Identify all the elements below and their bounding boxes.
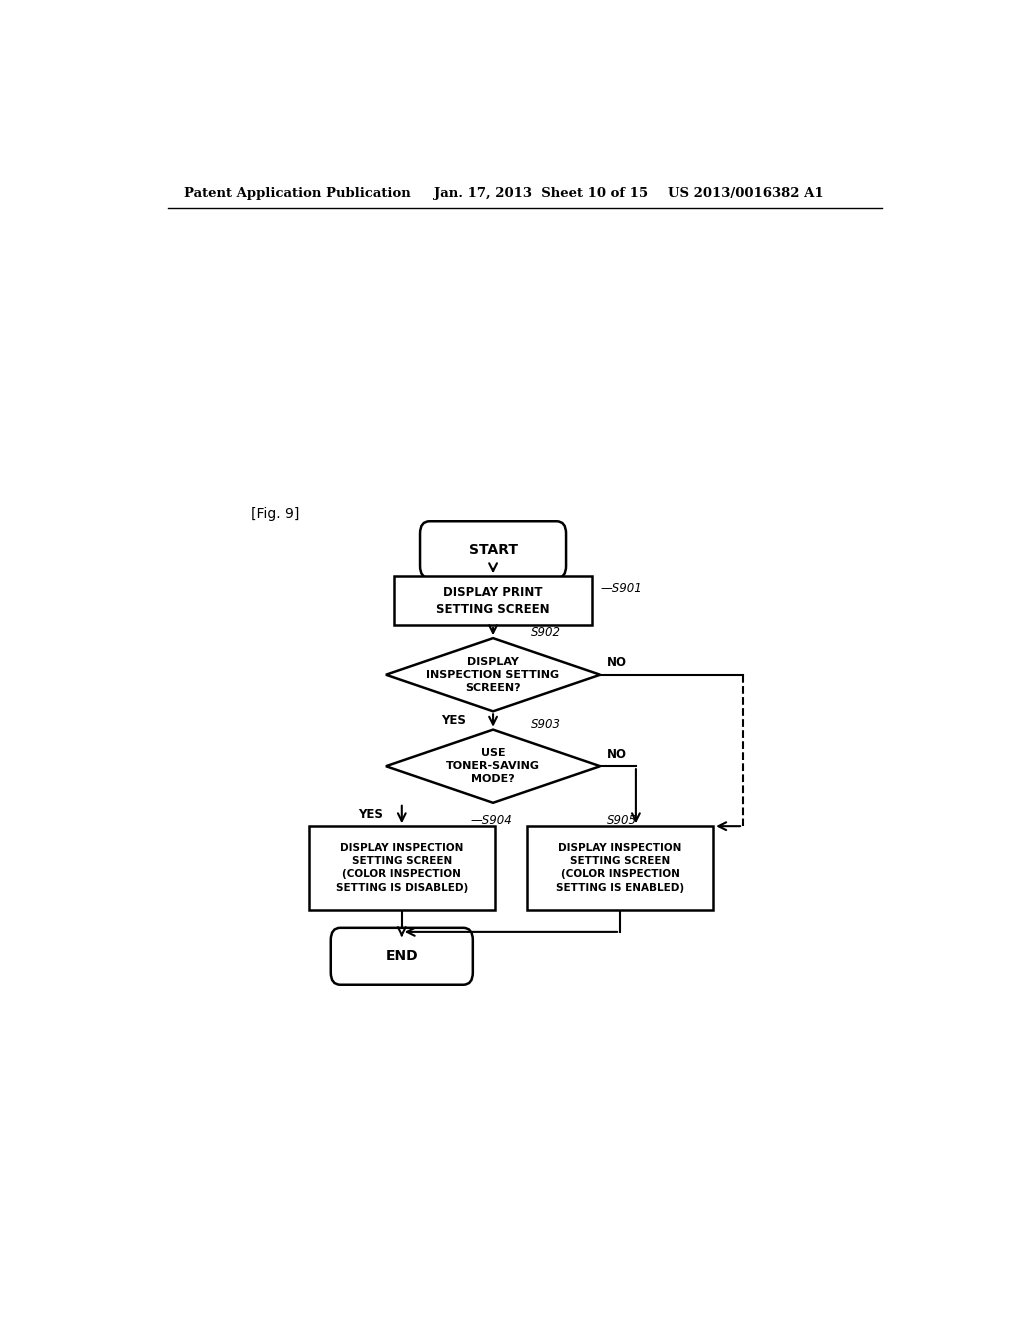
Polygon shape — [386, 638, 600, 711]
Text: —S904: —S904 — [471, 814, 513, 828]
FancyBboxPatch shape — [331, 928, 473, 985]
Text: —S901: —S901 — [600, 582, 642, 595]
Bar — [394, 576, 592, 624]
Text: NO: NO — [606, 656, 627, 669]
Text: START: START — [469, 543, 517, 557]
Text: US 2013/0016382 A1: US 2013/0016382 A1 — [668, 187, 823, 201]
FancyBboxPatch shape — [420, 521, 566, 578]
Bar — [526, 826, 714, 909]
Text: Jan. 17, 2013  Sheet 10 of 15: Jan. 17, 2013 Sheet 10 of 15 — [433, 187, 647, 201]
Text: DISPLAY
INSPECTION SETTING
SCREEN?: DISPLAY INSPECTION SETTING SCREEN? — [426, 656, 560, 693]
Text: S905: S905 — [607, 814, 637, 828]
Text: DISPLAY INSPECTION
SETTING SCREEN
(COLOR INSPECTION
SETTING IS DISABLED): DISPLAY INSPECTION SETTING SCREEN (COLOR… — [336, 843, 468, 892]
Bar — [308, 826, 495, 909]
Polygon shape — [386, 730, 600, 803]
Text: END: END — [385, 949, 418, 964]
Text: DISPLAY INSPECTION
SETTING SCREEN
(COLOR INSPECTION
SETTING IS ENABLED): DISPLAY INSPECTION SETTING SCREEN (COLOR… — [556, 843, 684, 892]
Text: YES: YES — [358, 808, 383, 821]
Text: Patent Application Publication: Patent Application Publication — [183, 187, 411, 201]
Text: S902: S902 — [531, 626, 561, 639]
Text: YES: YES — [441, 714, 466, 727]
Text: NO: NO — [606, 747, 627, 760]
Text: USE
TONER-SAVING
MODE?: USE TONER-SAVING MODE? — [446, 748, 540, 784]
Text: [Fig. 9]: [Fig. 9] — [251, 507, 299, 521]
Text: DISPLAY PRINT
SETTING SCREEN: DISPLAY PRINT SETTING SCREEN — [436, 586, 550, 615]
Text: S903: S903 — [531, 718, 561, 730]
